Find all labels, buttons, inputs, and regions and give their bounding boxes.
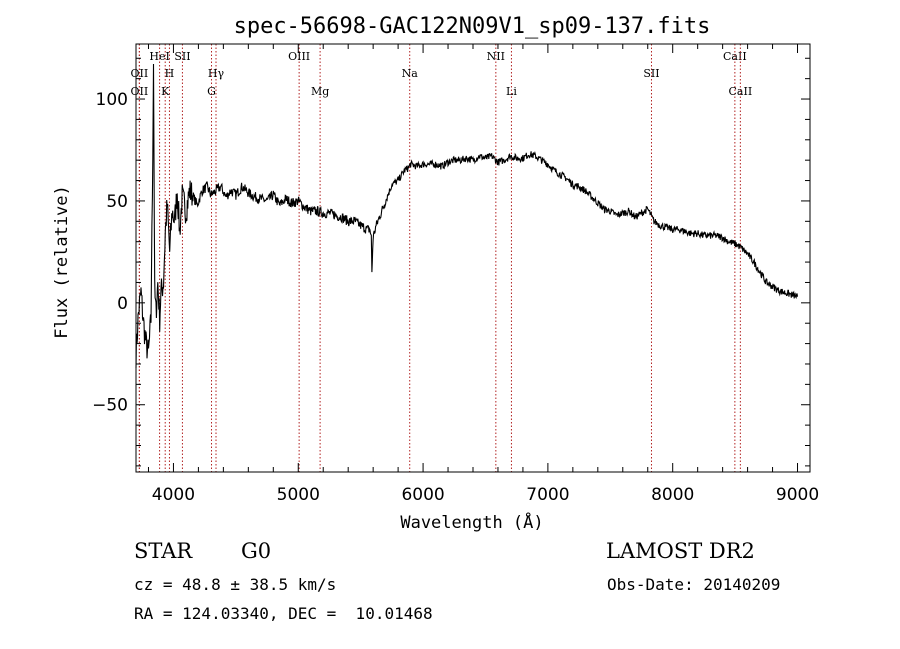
spectral-line-label: CaII bbox=[729, 85, 753, 98]
x-tick-label: 7000 bbox=[526, 485, 569, 505]
spectral-line-label: SII bbox=[174, 50, 190, 63]
x-tick-label: 6000 bbox=[401, 485, 444, 505]
spectral-line-label: SII bbox=[643, 67, 659, 80]
plot-area: OIIOIIHeIHKSIIHγGOIIIMgNaNIILiSIICaIICaI… bbox=[92, 43, 819, 505]
y-tick-label: 100 bbox=[96, 90, 128, 110]
spectrum-line bbox=[135, 63, 799, 369]
object-class: STAR bbox=[134, 539, 193, 563]
spectral-line-label: OII bbox=[131, 85, 149, 98]
y-tick-label: 50 bbox=[106, 192, 128, 212]
x-tick-label: 9000 bbox=[776, 485, 819, 505]
y-tick-label: −50 bbox=[92, 396, 128, 416]
spectral-line-label: Hγ bbox=[208, 67, 225, 80]
spectral-line-label: K bbox=[161, 85, 170, 98]
survey-name: LAMOST DR2 bbox=[606, 539, 755, 563]
spectral-line-label: CaII bbox=[723, 50, 747, 63]
chart-title: spec-56698-GAC122N09V1_sp09-137.fits bbox=[234, 14, 711, 39]
x-tick-label: 4000 bbox=[152, 485, 195, 505]
x-tick-label: 5000 bbox=[277, 485, 320, 505]
y-axis-label: Flux (relative) bbox=[52, 185, 72, 339]
x-axis-label: Wavelength (Å) bbox=[400, 511, 543, 533]
x-tick-label: 8000 bbox=[651, 485, 694, 505]
object-subclass: G0 bbox=[241, 539, 272, 563]
obs-date: Obs-Date: 20140209 bbox=[607, 575, 781, 594]
spectral-line-label: Li bbox=[506, 85, 517, 98]
spectral-line-label: Mg bbox=[311, 85, 329, 98]
redshift-readout: cz = 48.8 ± 38.5 km/s bbox=[134, 575, 337, 594]
spectral-line-label: H bbox=[165, 67, 175, 80]
spectral-line-label: NII bbox=[487, 50, 505, 63]
coordinates: RA = 124.03340, DEC = 10.01468 bbox=[134, 604, 433, 623]
spectral-line-label: G bbox=[207, 85, 216, 98]
spectral-line-label: OIII bbox=[288, 50, 310, 63]
plot-frame bbox=[135, 43, 811, 473]
spectral-line-label: Na bbox=[402, 67, 419, 80]
y-tick-label: 0 bbox=[117, 294, 128, 314]
spectral-line-label: HeI bbox=[149, 50, 169, 63]
